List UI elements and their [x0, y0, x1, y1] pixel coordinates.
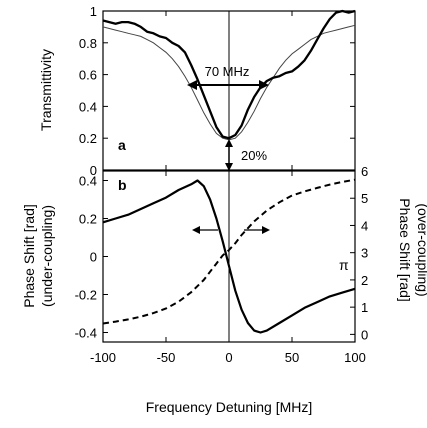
panel-a-label: a: [118, 137, 126, 153]
panel-b-ytick-right-label: 1: [361, 300, 368, 315]
panel-b-annotations: π: [192, 226, 349, 273]
panel-b-ytick-left-label: -0.2: [75, 288, 97, 303]
width-annotation: 70 MHz: [205, 64, 250, 79]
depth-annotation: 20%: [241, 148, 267, 163]
panel-b-ytick-right-label: 6: [361, 164, 368, 179]
panel-b-yticks-right: 0 1 2 3 4 5 6: [350, 164, 368, 342]
panel-b-ylabel-right-line2: (over-coupling): [415, 203, 427, 296]
panel-a-ytick-label: 0.8: [79, 36, 97, 51]
panel-a-ytick-label: 0.6: [79, 68, 97, 83]
panel-a-annotations: 70 MHz 20%: [187, 64, 269, 171]
panel-a: a Transmittivity 0 0.2 0.4 0.6 0.8 1 70 MHz 2…: [38, 4, 356, 178]
panel-b-xtick-label: -50: [157, 350, 176, 365]
panel-b-ytick-left-label: 0.4: [79, 174, 97, 189]
panel-b-ytick-left-label: 0: [90, 250, 97, 265]
panel-b-xlabel: Frequency Detuning [MHz]: [146, 399, 313, 415]
panel-a-ytick-label: 1: [90, 4, 97, 19]
panel-b-xticks: -100 -50 0 50 100: [90, 171, 366, 365]
panel-b-xtick-label: 100: [344, 350, 366, 365]
panel-a-ytick-label: 0.2: [79, 131, 97, 146]
panel-b-ytick-right-label: 5: [361, 191, 368, 206]
arrow-right-head: [262, 226, 270, 234]
panel-a-ylabel: Transmittivity: [38, 49, 54, 131]
panel-b-ytick-right-label: 2: [361, 273, 368, 288]
panel-a-ytick-label: 0.4: [79, 99, 97, 114]
pi-annotation: π: [339, 257, 349, 273]
panel-b-xtick-label: -100: [90, 350, 116, 365]
panel-b-ytick-right-label: 3: [361, 246, 368, 261]
width-arrow-right-head: [259, 80, 269, 90]
panel-b-label: b: [118, 177, 127, 193]
panel-b: b Phase Shift [rad] (under-coupling) Pha…: [21, 164, 427, 415]
panel-b-ytick-left-label: 0.2: [79, 212, 97, 227]
panel-a-ytick-label: 0: [90, 163, 97, 178]
panel-b-xtick-label: 50: [285, 350, 299, 365]
panel-b-ylabel-left-line1: Phase Shift [rad]: [21, 204, 37, 308]
panel-b-ylabel-left-line2: (under-coupling): [39, 205, 55, 307]
panel-a-yticks: 0 0.2 0.4 0.6 0.8 1: [79, 4, 356, 178]
arrow-left-head: [192, 226, 200, 234]
panel-b-ytick-left-label: -0.4: [75, 326, 97, 341]
panel-b-ytick-right-label: 4: [361, 218, 368, 233]
panel-b-yticks-left: -0.4 -0.2 0 0.2 0.4: [75, 174, 108, 341]
panel-b-ylabel-right-line1: Phase Shift [rad]: [397, 198, 413, 302]
panel-b-xtick-label: 0: [225, 350, 232, 365]
panel-b-ytick-right-label: 0: [361, 327, 368, 342]
width-arrow-left-head: [187, 80, 197, 90]
